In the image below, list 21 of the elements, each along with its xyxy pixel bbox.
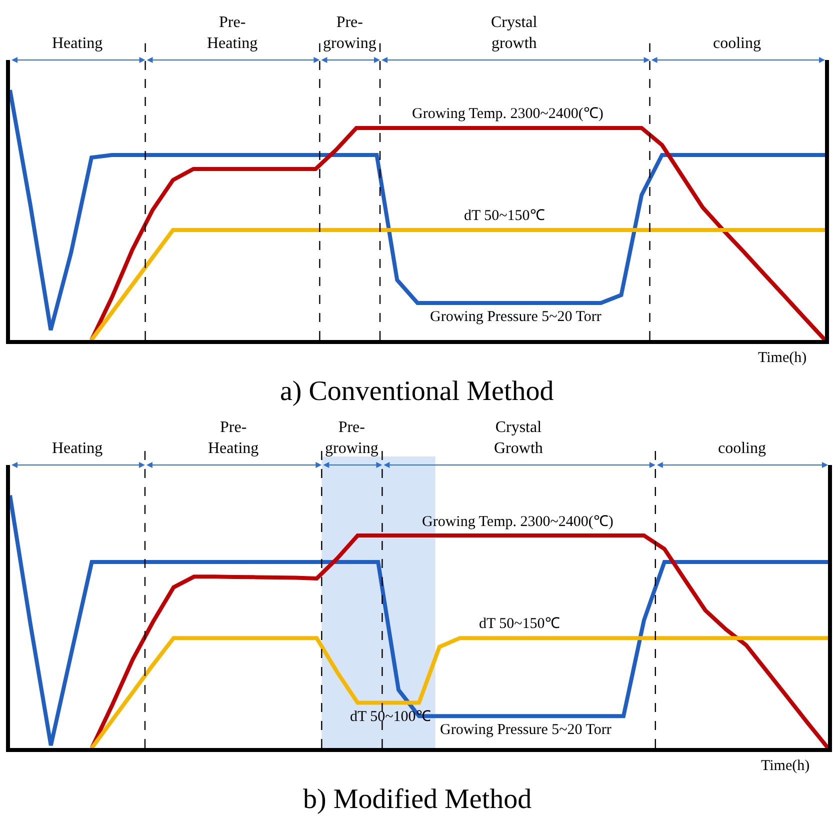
x-axis-title: Time(h) (761, 758, 810, 774)
annotation: Growing Pressure 5~20 Torr (440, 722, 612, 738)
text: Heating (52, 440, 103, 457)
annotation: dT 50~150℃ (464, 208, 545, 224)
text: Pre- Heating (208, 419, 259, 457)
text: Crystal Growth (494, 419, 543, 457)
annotation: Growing Temp. 2300~2400(℃) (412, 106, 604, 122)
text: Pre- growing (325, 419, 378, 457)
annotation: Growing Temp. 2300~2400(℃) (422, 514, 614, 530)
text: Crystal growth (491, 14, 538, 52)
text: Pre- growing (323, 14, 376, 52)
x-axis-title: Time(h) (758, 350, 807, 366)
annotation: Growing Pressure 5~20 Torr (430, 309, 602, 325)
text: b) Modified Method (303, 784, 532, 815)
text: cooling (713, 35, 761, 52)
annotation: dT 50~150℃ (479, 616, 560, 632)
text: Pre- Heating (207, 14, 258, 52)
annotation: dT 50~100℃ (350, 709, 431, 725)
text: cooling (718, 440, 766, 457)
text: Heating (52, 35, 103, 52)
text: a) Conventional Method (280, 376, 554, 407)
